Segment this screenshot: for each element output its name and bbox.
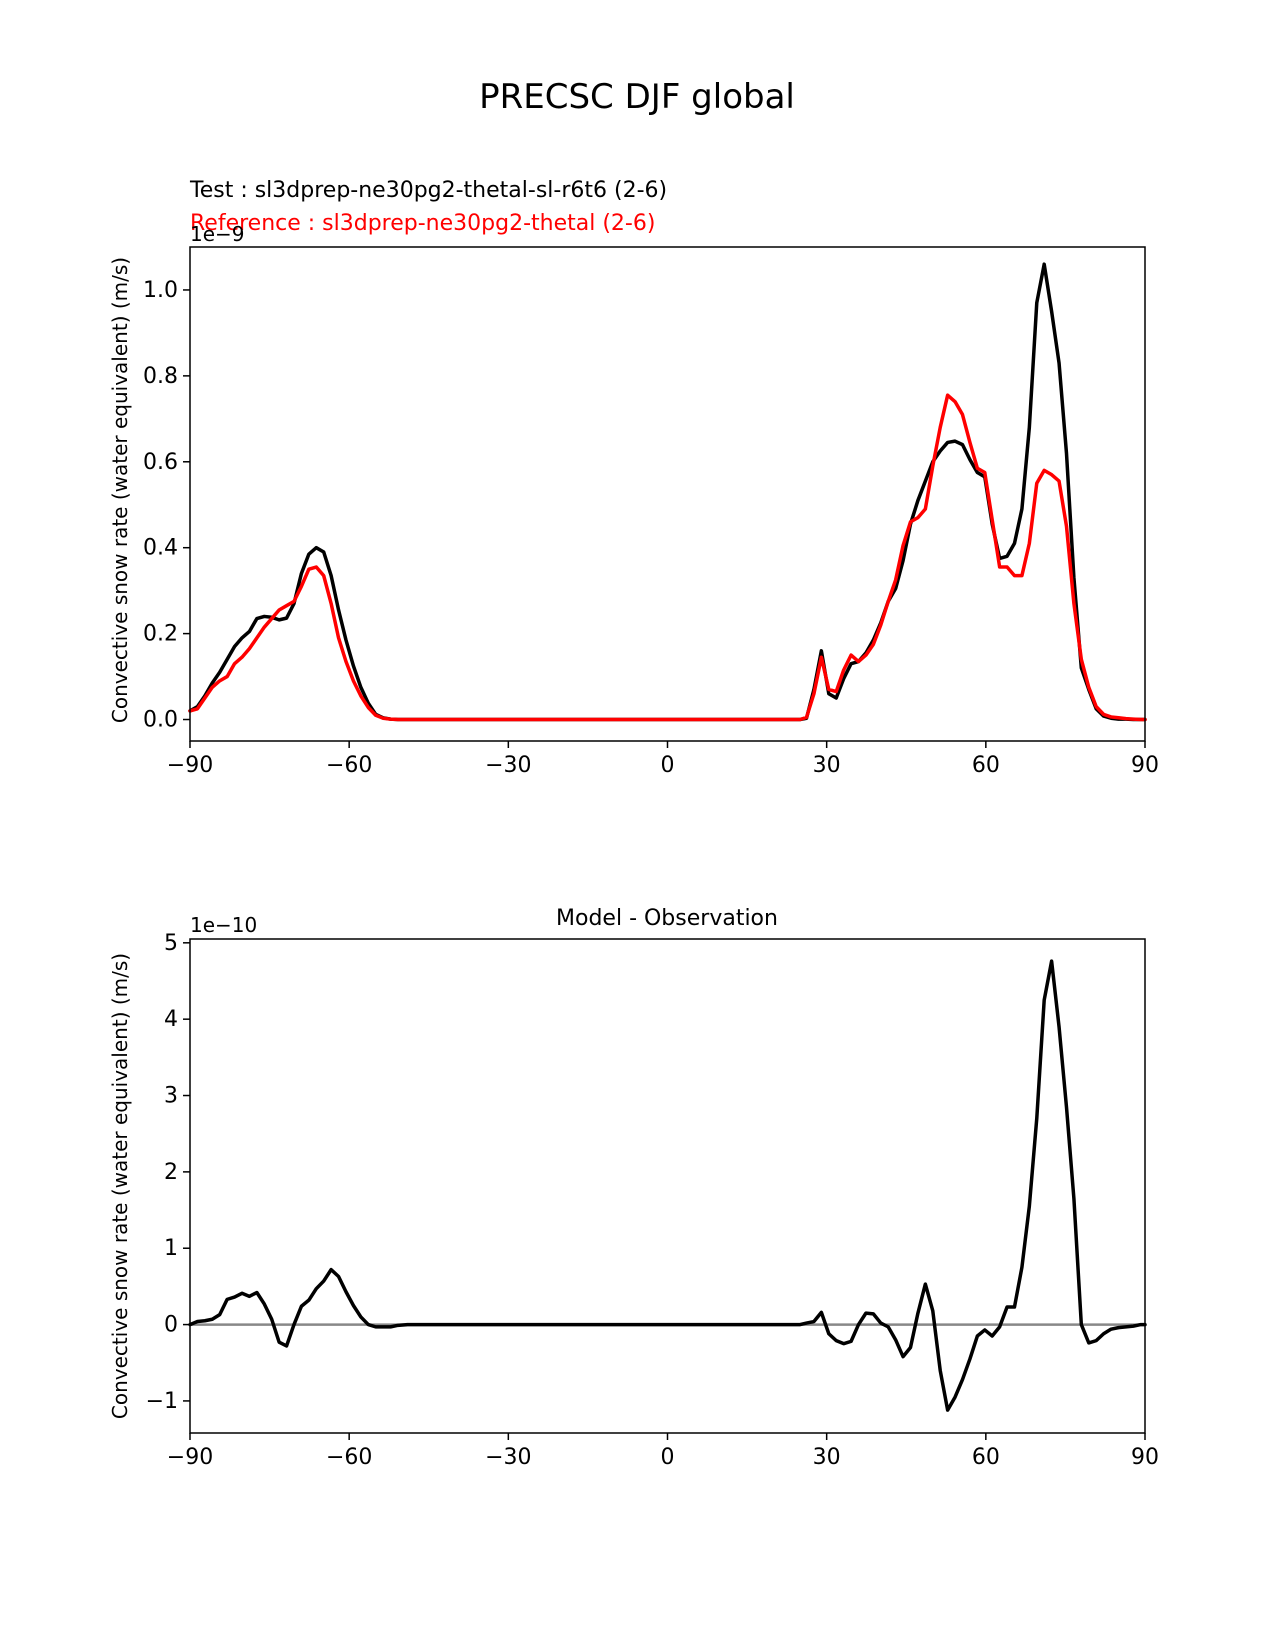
figure-title: PRECSC DJF global [479, 77, 795, 117]
top-series-line-0 [188, 262, 1147, 722]
bottom-xtick-label: 60 [972, 1445, 1000, 1470]
top-ytick-label: 0.4 [143, 536, 178, 561]
bottom-xtick-label: −30 [485, 1445, 531, 1470]
bottom-xtick-label: 90 [1131, 1445, 1159, 1470]
bottom-ytick-label: 0 [164, 1313, 178, 1338]
bottom-ytick-label: −1 [146, 1389, 178, 1414]
bottom-xtick-label: 0 [661, 1445, 675, 1470]
top-lines [188, 262, 1147, 722]
top-xtick-label: −90 [167, 753, 213, 778]
bottom-xtick-label: −60 [326, 1445, 372, 1470]
bottom-title: Model - Observation [556, 906, 778, 931]
top-ytick-label: 0.6 [143, 450, 178, 475]
bottom-plot-frame [189, 938, 1146, 1434]
top-xtick-label: 60 [972, 753, 1000, 778]
top-ticks: −90 −60 −30 0 30 60 90 0.0 0.2 0.4 0.6 0.8 1.0 [143, 278, 1159, 778]
bottom-xtick-label: −90 [167, 1445, 213, 1470]
top-offset-label: 1e−9 [190, 222, 245, 246]
bottom-ticks: −90 −60 −30 0 30 60 90 −1 0 1 2 3 4 5 [146, 931, 1159, 1470]
top-ytick-label: 0.0 [143, 708, 178, 733]
top-ytick-label: 1.0 [143, 278, 178, 303]
bottom-panel: Model - Observation 1e−10 Convective sno… [108, 906, 1159, 1470]
top-panel: Test : sl3dprep-ne30pg2-thetal-sl-r6t6 (… [108, 178, 1159, 778]
bottom-xtick-label: 30 [813, 1445, 841, 1470]
bottom-lines [188, 959, 1147, 1412]
bottom-ytick-label: 5 [164, 931, 178, 956]
test-label: Test : sl3dprep-ne30pg2-thetal-sl-r6t6 (… [189, 178, 667, 203]
bottom-ytick-label: 1 [164, 1236, 178, 1261]
reference-label: Reference : sl3dprep-ne30pg2-thetal (2-6… [190, 211, 655, 236]
top-ytick-label: 0.2 [143, 622, 178, 647]
bottom-offset-label: 1e−10 [190, 913, 257, 937]
top-xtick-label: −30 [485, 753, 531, 778]
top-xtick-label: 90 [1131, 753, 1159, 778]
top-ylabel: Convective snow rate (water equivalent) … [108, 257, 132, 723]
bottom-ylabel: Convective snow rate (water equivalent) … [108, 953, 132, 1419]
bottom-series-line-0 [188, 959, 1147, 1412]
top-xtick-label: −60 [326, 753, 372, 778]
top-ytick-label: 0.8 [143, 364, 178, 389]
top-plot-frame [189, 246, 1146, 742]
bottom-ytick-label: 2 [164, 1160, 178, 1185]
bottom-ytick-label: 3 [164, 1084, 178, 1109]
top-xtick-label: 0 [661, 753, 675, 778]
bottom-ytick-label: 4 [164, 1007, 178, 1032]
top-series-line-1 [188, 393, 1147, 722]
top-xtick-label: 30 [813, 753, 841, 778]
